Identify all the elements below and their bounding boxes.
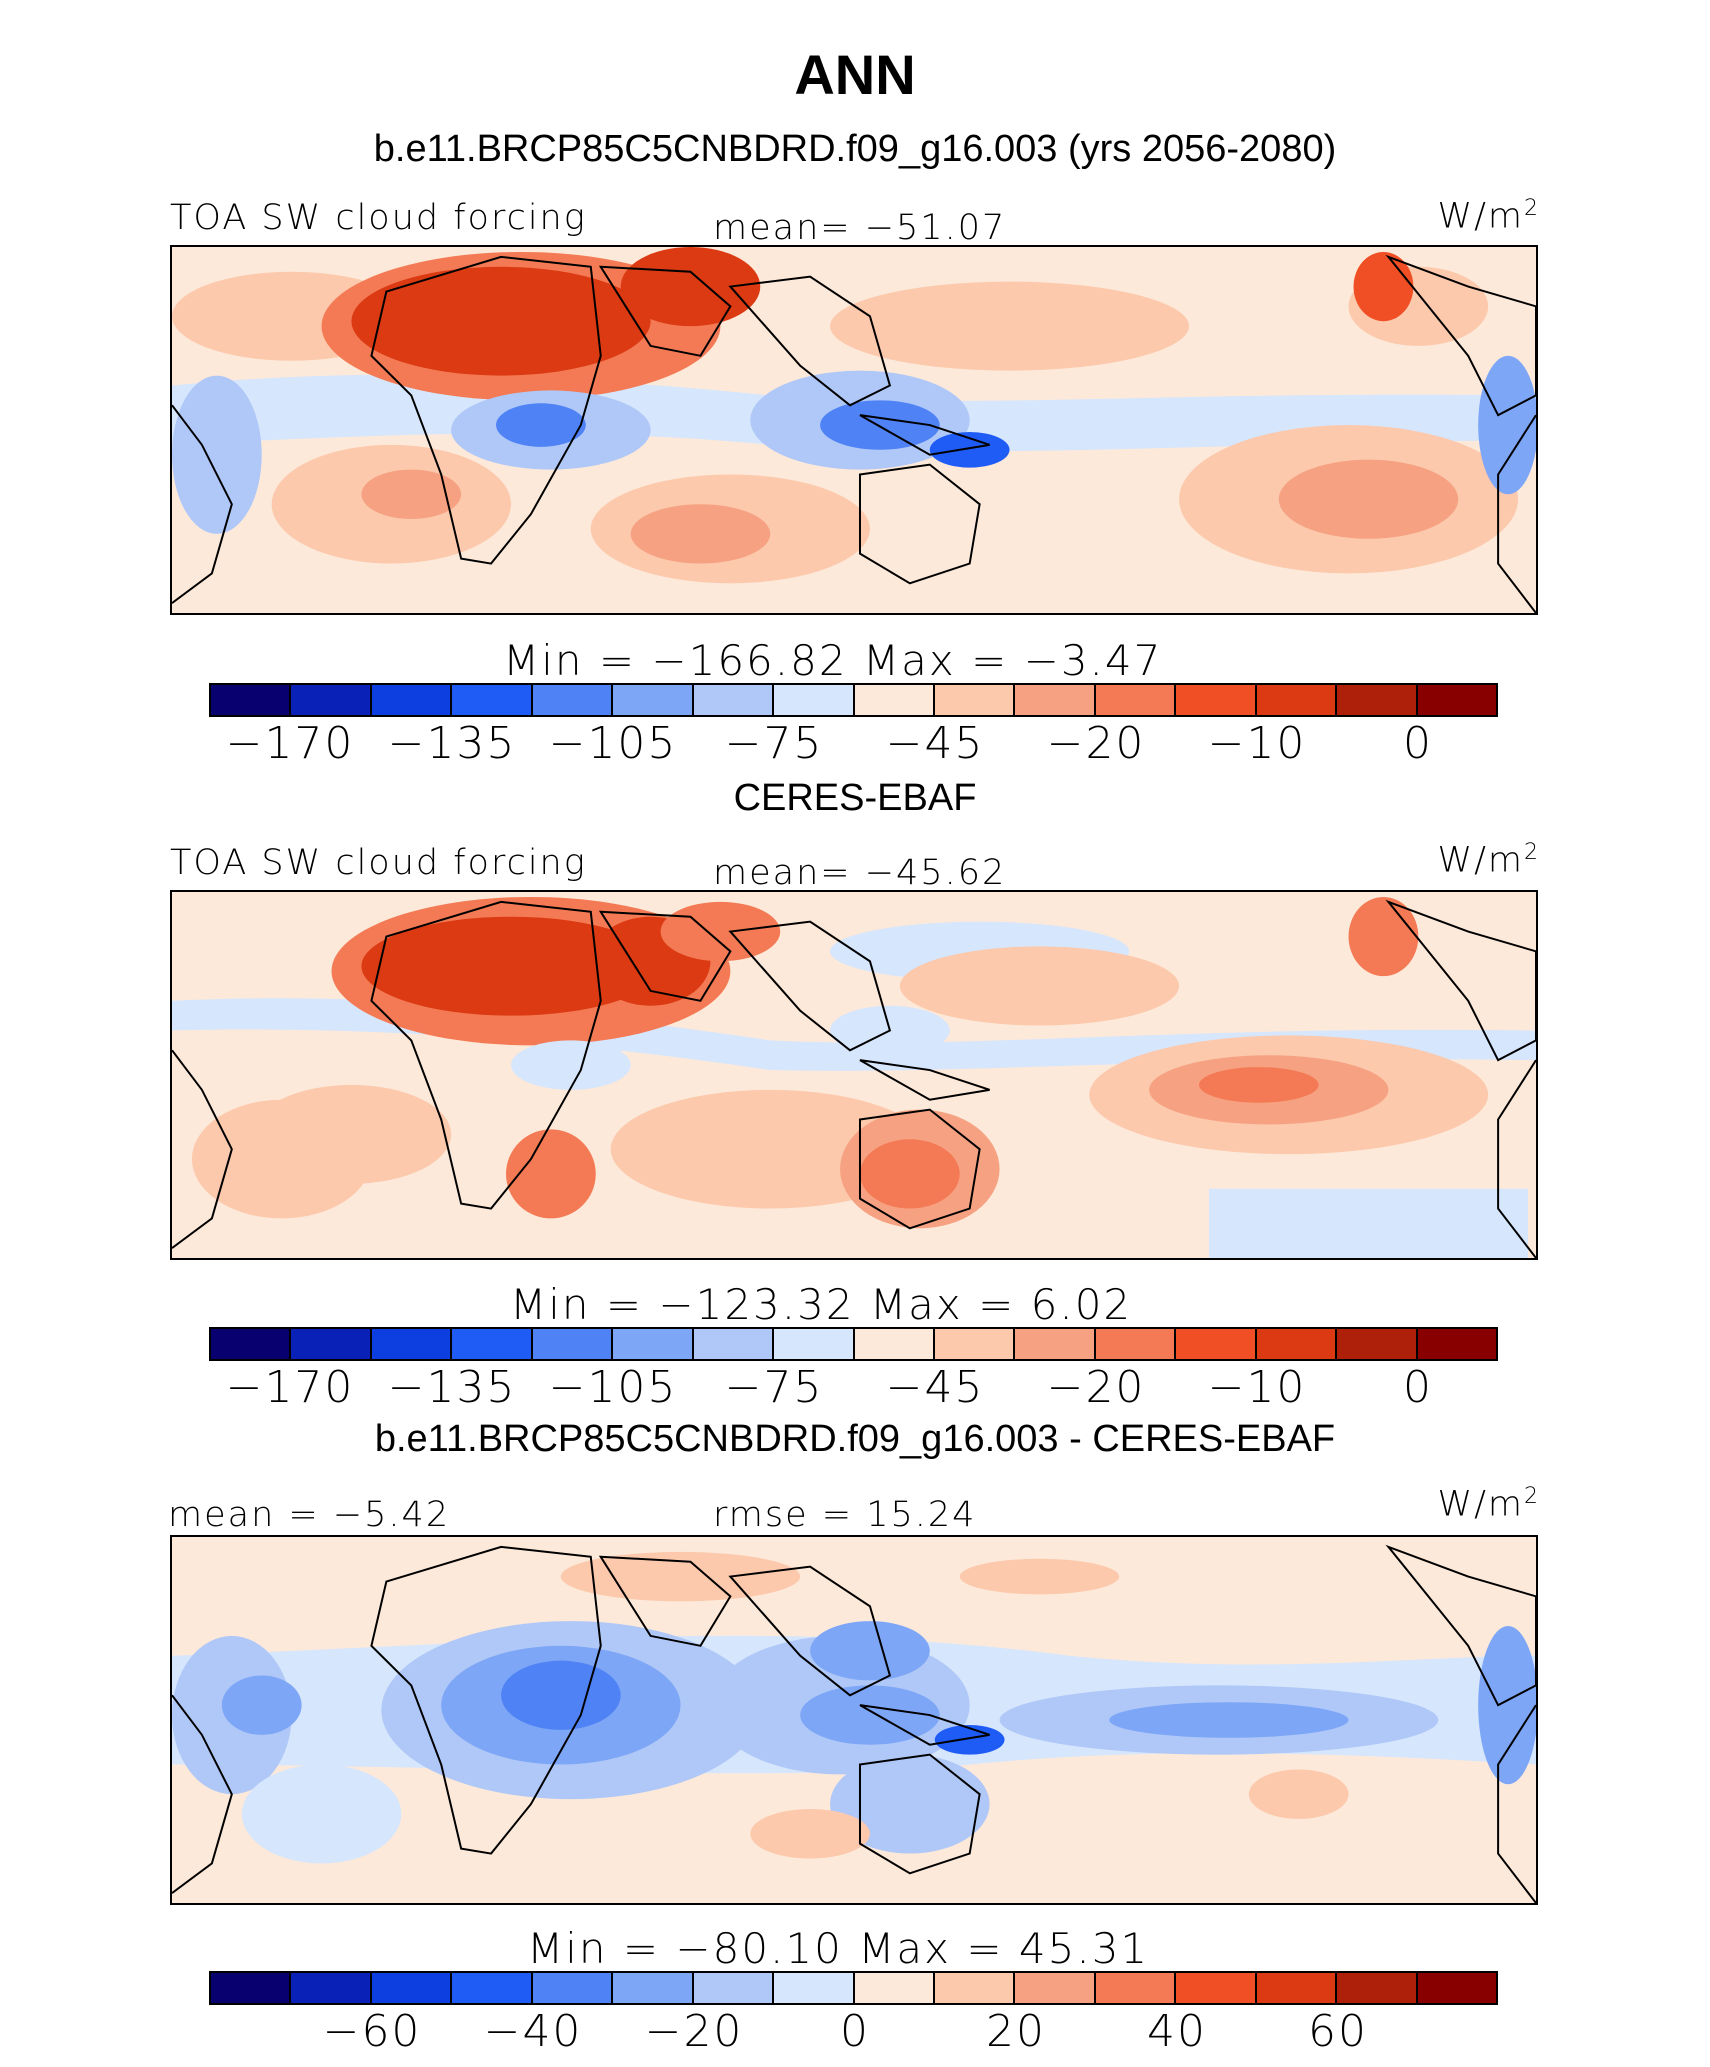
- panel-3-tick: −20: [644, 2006, 744, 2057]
- panel-1-tick: −75: [724, 718, 824, 769]
- panel-3-mean-label: mean = −5.42: [168, 1495, 451, 1535]
- panel-1-tick: 0: [1403, 718, 1433, 769]
- panel-3-minmax: Min = −80.10 Max = 45.31: [527, 1924, 1150, 1973]
- panel-2-units: W/m2: [1437, 840, 1540, 881]
- panel-1-tick: −45: [885, 718, 985, 769]
- panel-2-tick: −75: [724, 1362, 824, 1413]
- panel-3-tick: 40: [1147, 2006, 1207, 2057]
- panel-1-subtitle: b.e11.BRCP85C5CNBDRD.f09_g16.003 (yrs 20…: [373, 128, 1337, 170]
- panel-2-tick: −10: [1207, 1362, 1307, 1413]
- panel-3-tick: 20: [986, 2006, 1046, 2057]
- main-title: ANN: [794, 43, 916, 106]
- panel-3-subtitle: b.e11.BRCP85C5CNBDRD.f09_g16.003 - CERES…: [374, 1418, 1336, 1460]
- panel-1-units: W/m2: [1437, 196, 1540, 237]
- panel-2-tick: 0: [1403, 1362, 1433, 1413]
- panel-1-tick: −105: [548, 718, 678, 769]
- panel-2-field-label: TOA SW cloud forcing: [170, 843, 587, 883]
- panel-2-tick: −105: [548, 1362, 678, 1413]
- panel-2-tick: −135: [387, 1362, 517, 1413]
- panel-1-mean-label: mean= −51.07: [713, 208, 1007, 248]
- panel-2-mean-label: mean= −45.62: [713, 853, 1007, 893]
- panel-2-subtitle: CERES-EBAF: [733, 777, 977, 819]
- panel-3-tick: −60: [322, 2006, 422, 2057]
- panel-1-tick: −135: [387, 718, 517, 769]
- panel-3-rmse-label: rmse = 15.24: [713, 1495, 977, 1535]
- panel-1-minmax: Min = −166.82 Max = −3.47: [503, 636, 1163, 685]
- panel-3-tick: −40: [483, 2006, 583, 2057]
- panel-3-tick: 60: [1308, 2006, 1368, 2057]
- panel-2-tick: −170: [225, 1362, 355, 1413]
- panel-1-tick: −170: [225, 718, 355, 769]
- panel-1-tick: −20: [1046, 718, 1146, 769]
- panel-3-units: W/m2: [1437, 1484, 1540, 1525]
- panel-1-colorbar: [209, 683, 1498, 717]
- panel-3-colorbar: [209, 1971, 1498, 2005]
- panel-2-minmax: Min = −123.32 Max = 6.02: [510, 1280, 1133, 1329]
- panel-2-tick: −20: [1046, 1362, 1146, 1413]
- panel-3-map: [170, 1535, 1538, 1905]
- panel-2-map: [170, 890, 1538, 1260]
- panel-1-map: [170, 245, 1538, 615]
- panel-2-colorbar: [209, 1327, 1498, 1361]
- panel-3-tick: 0: [840, 2006, 870, 2057]
- panel-2-tick: −45: [885, 1362, 985, 1413]
- panel-1-field-label: TOA SW cloud forcing: [170, 198, 587, 238]
- panel-1-tick: −10: [1207, 718, 1307, 769]
